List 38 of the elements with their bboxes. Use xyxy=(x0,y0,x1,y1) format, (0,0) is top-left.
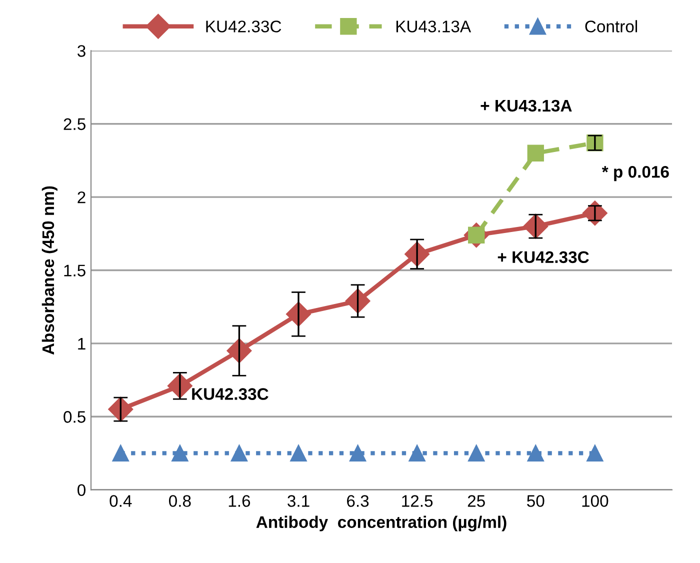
annotation: + KU42.33C xyxy=(498,251,589,264)
point xyxy=(230,444,248,462)
x-axis-title: Antibody concentration (µg/ml) xyxy=(256,516,506,532)
point xyxy=(527,444,544,462)
x-tick-label: 0.8 xyxy=(168,495,191,507)
legend-label: Control xyxy=(585,20,638,32)
point xyxy=(527,144,544,162)
y-tick-label: 0.5 xyxy=(64,411,86,423)
legend-label: KU42.33C xyxy=(206,20,282,32)
y-tick-label: 0 xyxy=(78,484,86,496)
y-tick-label: 2.5 xyxy=(64,118,86,130)
y-axis-title: Absorbance (450 nm) xyxy=(42,186,58,355)
x-tick-label: 100 xyxy=(582,495,608,507)
annotation: KU42.33C xyxy=(192,388,268,400)
point xyxy=(468,444,485,462)
x-tick-label: 3.1 xyxy=(288,495,310,507)
legend-label: KU43.13A xyxy=(396,20,472,32)
y-tick-label: 1 xyxy=(78,338,86,350)
y-tick-label: 3 xyxy=(78,45,86,57)
y-tick-label: 2 xyxy=(78,191,86,204)
point xyxy=(523,214,548,239)
point xyxy=(349,444,366,462)
x-tick-label: 25 xyxy=(468,495,485,507)
annotation: + KU43.13A xyxy=(480,100,572,112)
point xyxy=(172,444,188,462)
point xyxy=(586,444,604,462)
annotation: * p 0.016 xyxy=(602,166,669,182)
point xyxy=(108,396,134,422)
x-tick-label: 1.6 xyxy=(228,495,250,507)
x-tick-label: 12.5 xyxy=(402,495,433,507)
x-tick-label: 6.3 xyxy=(347,495,369,507)
point xyxy=(408,444,426,462)
point xyxy=(345,288,370,314)
x-tick-label: 0.4 xyxy=(110,495,132,507)
point xyxy=(112,444,129,462)
y-tick-label: 1.5 xyxy=(64,264,86,276)
x-tick-label: 50 xyxy=(527,495,544,507)
point xyxy=(290,444,307,462)
